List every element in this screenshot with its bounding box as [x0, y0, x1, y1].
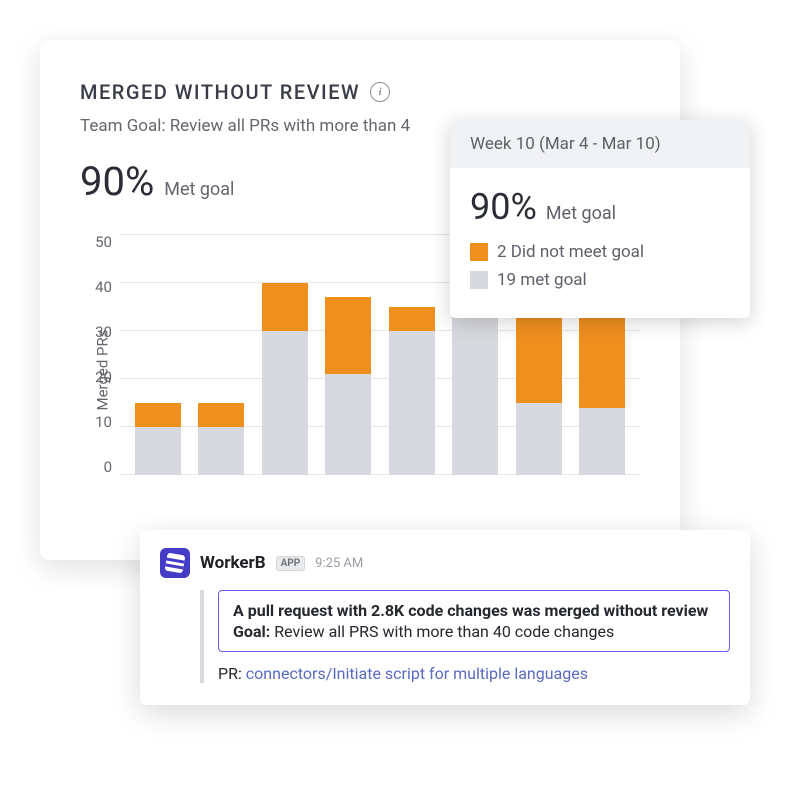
- chart-bar[interactable]: [516, 302, 562, 475]
- app-badge: APP: [276, 556, 306, 571]
- bar-segment-met: [452, 317, 498, 475]
- bar-segment-not-met: [579, 307, 625, 408]
- legend-row-not-met: 2 Did not meet goal: [470, 242, 730, 262]
- tooltip-panel: Week 10 (Mar 4 - Mar 10) 90% Met goal 2 …: [450, 120, 750, 318]
- alert-box: A pull request with 2.8K code changes wa…: [218, 590, 730, 652]
- percent-value: 90%: [80, 158, 154, 205]
- legend-row-met: 19 met goal: [470, 270, 730, 290]
- chart-bar[interactable]: [389, 307, 435, 475]
- pr-link[interactable]: connectors/Initiate script for multiple …: [246, 664, 588, 683]
- app-icon: [160, 548, 190, 578]
- tooltip-body: 90% Met goal 2 Did not meet goal 19 met …: [450, 168, 750, 318]
- notification-card: WorkerB APP 9:25 AM A pull request with …: [140, 530, 750, 705]
- tooltip-percent: 90%: [470, 186, 537, 228]
- legend-swatch-gray: [470, 271, 488, 289]
- bar-segment-not-met: [389, 307, 435, 331]
- percent-label: Met goal: [164, 179, 234, 200]
- chart-bar[interactable]: [325, 297, 371, 475]
- chart-bar[interactable]: [579, 307, 625, 475]
- bar-segment-not-met: [262, 283, 308, 331]
- bee-icon: [165, 553, 186, 574]
- card-title: MERGED WITHOUT REVIEW: [80, 80, 360, 104]
- chart-bar[interactable]: [262, 283, 308, 475]
- notification-content: A pull request with 2.8K code changes wa…: [200, 590, 730, 683]
- alert-title: A pull request with 2.8K code changes wa…: [233, 601, 715, 620]
- tooltip-header: Week 10 (Mar 4 - Mar 10): [450, 120, 750, 168]
- legend-swatch-orange: [470, 243, 488, 261]
- y-tick: 10: [95, 415, 112, 430]
- alert-goal: Goal: Review all PRS with more than 40 c…: [233, 622, 715, 641]
- bar-segment-met: [516, 403, 562, 475]
- bar-segment-met: [198, 427, 244, 475]
- timestamp: 9:25 AM: [315, 556, 363, 571]
- tooltip-percent-row: 90% Met goal: [470, 186, 730, 228]
- chart-bar[interactable]: [198, 403, 244, 475]
- notification-header: WorkerB APP 9:25 AM: [160, 548, 730, 578]
- bar-segment-not-met: [135, 403, 181, 427]
- chart-bar[interactable]: [452, 317, 498, 475]
- pr-label: PR:: [218, 664, 242, 683]
- app-name: WorkerB: [200, 553, 266, 573]
- alert-goal-label: Goal:: [233, 622, 270, 641]
- bar-segment-not-met: [325, 297, 371, 374]
- bar-segment-met: [579, 408, 625, 475]
- y-tick: 50: [95, 235, 112, 250]
- tooltip-percent-label: Met goal: [546, 203, 616, 224]
- alert-goal-text: Review all PRS with more than 40 code ch…: [274, 622, 614, 641]
- bar-segment-met: [389, 331, 435, 475]
- y-axis-label: Merged PRs: [94, 330, 112, 411]
- info-icon[interactable]: i: [370, 82, 390, 102]
- bar-segment-met: [262, 331, 308, 475]
- legend-text-met: 19 met goal: [497, 270, 587, 290]
- pr-line: PR: connectors/Initiate script for multi…: [218, 664, 730, 683]
- chart-bar[interactable]: [135, 403, 181, 475]
- bar-segment-not-met: [198, 403, 244, 427]
- y-tick: 0: [104, 460, 112, 475]
- bar-segment-met: [135, 427, 181, 475]
- card-title-row: MERGED WITHOUT REVIEW i: [80, 80, 640, 104]
- bar-segment-met: [325, 374, 371, 475]
- y-tick: 40: [95, 280, 112, 295]
- legend-text-not-met: 2 Did not meet goal: [497, 242, 644, 262]
